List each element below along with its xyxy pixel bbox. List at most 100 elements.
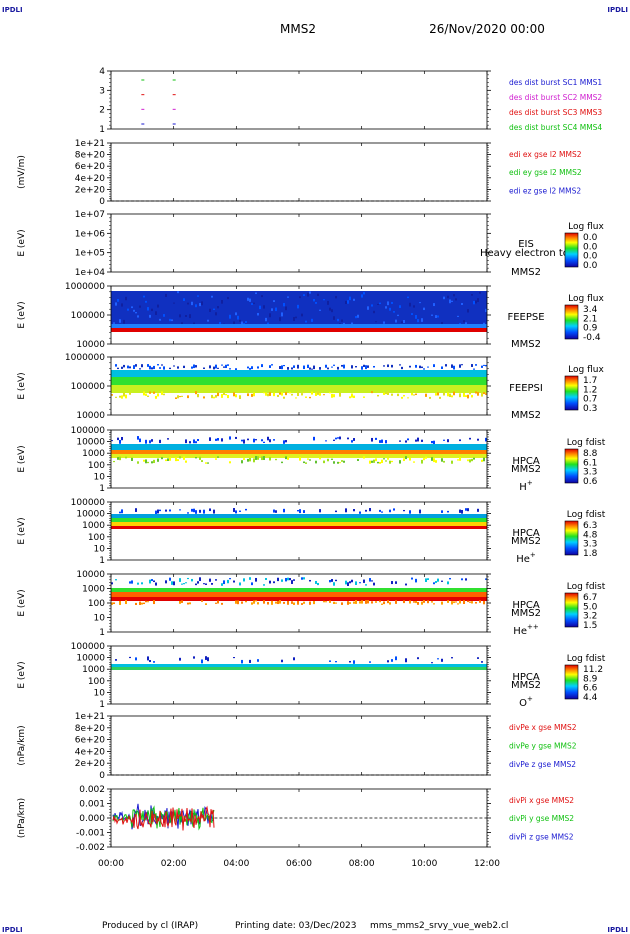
spectrogram-pixel bbox=[435, 581, 437, 583]
spectrogram-pixel bbox=[483, 364, 485, 366]
spectrogram-pixel bbox=[177, 459, 179, 462]
spectrogram-pixel bbox=[459, 364, 461, 368]
y-tick-label: 4e+20 bbox=[75, 174, 106, 184]
colorbar bbox=[564, 232, 579, 268]
spectrogram-pixel bbox=[457, 603, 459, 605]
spectrogram-pixel bbox=[457, 315, 459, 317]
spectrogram-pixel bbox=[265, 365, 267, 370]
spectrogram-pixel bbox=[285, 440, 287, 443]
spectrogram-pixel bbox=[149, 391, 151, 394]
spectrogram-pixel bbox=[201, 659, 203, 664]
y-tick-label: 0 bbox=[99, 197, 105, 207]
y-tick-label: 1 bbox=[99, 700, 105, 710]
colorbar-tick-label: 8.9 bbox=[583, 674, 598, 684]
spectrogram-pixel bbox=[117, 457, 119, 460]
spectrogram-pixel bbox=[147, 461, 149, 464]
colorbar-tick-label: 0.9 bbox=[583, 324, 598, 334]
spectrogram-pixel bbox=[253, 600, 255, 604]
spectrogram-pixel bbox=[351, 365, 353, 369]
y-axis-label: E (eV) bbox=[17, 517, 27, 544]
spectrogram-pixel bbox=[431, 662, 433, 664]
spectrogram-pixel bbox=[115, 364, 117, 367]
spectrogram-pixel bbox=[119, 395, 121, 398]
spectrogram-pixel bbox=[331, 366, 333, 368]
panel-stack: 1 2 3 4 des dist burst SC1 MMS1 des dist burs… bbox=[17, 67, 606, 853]
spectrogram-pixel bbox=[479, 291, 481, 294]
spectrogram-pixel bbox=[241, 439, 243, 442]
spectrogram-band bbox=[111, 518, 487, 522]
spectrogram-pixel bbox=[323, 394, 325, 396]
spectrogram-pixel bbox=[437, 366, 439, 370]
spectrogram-pixel bbox=[125, 394, 127, 399]
spectrogram-pixel bbox=[385, 440, 387, 444]
y-tick-label: 1e+21 bbox=[75, 139, 105, 149]
spectrogram-pixel bbox=[161, 391, 163, 395]
y-tick-label: 0.000 bbox=[79, 814, 105, 824]
spectrogram-pixel bbox=[149, 365, 151, 370]
legend-entry: edi ey gse l2 MMS2 bbox=[509, 168, 582, 177]
spectrogram-pixel bbox=[469, 601, 471, 603]
spectrogram-pixel bbox=[245, 321, 247, 324]
spectrogram-pixel bbox=[451, 364, 453, 368]
spectrogram-pixel bbox=[179, 314, 181, 318]
spectrogram-pixel bbox=[211, 394, 213, 399]
spectrogram-pixel bbox=[209, 508, 211, 512]
spectrogram-pixel bbox=[415, 393, 417, 396]
spectrogram-pixel bbox=[299, 509, 301, 514]
spectrogram-pixel bbox=[243, 366, 245, 370]
spectrogram-pixel bbox=[245, 600, 247, 603]
spectrogram-pixel bbox=[319, 393, 321, 396]
species-label: He+ bbox=[516, 551, 536, 565]
spectrogram-pixel bbox=[151, 461, 153, 464]
spectrogram-pixel bbox=[229, 314, 231, 319]
spectrogram-pixel bbox=[187, 302, 189, 305]
spectrogram-pixel bbox=[443, 439, 445, 441]
spectrogram-pixel bbox=[281, 365, 283, 370]
y-tick-label: 1e+05 bbox=[75, 249, 105, 259]
spectrogram-pixel bbox=[345, 508, 347, 513]
spectrogram-pixel bbox=[391, 460, 393, 463]
spacecraft-title: MMS2 bbox=[280, 22, 316, 36]
spectrogram-pixel bbox=[143, 295, 145, 298]
spectrogram-pixel bbox=[481, 661, 483, 663]
y-tick-label: 100 bbox=[88, 461, 105, 471]
spectrogram-pixel bbox=[331, 458, 333, 460]
spectrogram-pixel bbox=[325, 440, 327, 442]
spectrogram-pixel bbox=[319, 309, 321, 311]
spectrogram-pixel bbox=[375, 601, 377, 603]
spectrogram-pixel bbox=[213, 308, 215, 310]
spectrogram-pixel bbox=[467, 309, 469, 313]
spectrogram-pixel bbox=[171, 581, 173, 585]
spectrogram-pixel bbox=[255, 439, 257, 441]
spectrogram-pixel bbox=[361, 366, 363, 370]
spectrogram-pixel bbox=[215, 579, 217, 581]
spectrogram-pixel bbox=[273, 300, 275, 303]
spectrogram-pixel bbox=[471, 293, 473, 296]
spectrogram-pixel bbox=[475, 300, 477, 304]
spectrogram-pixel bbox=[263, 441, 265, 443]
spectrogram-pixel bbox=[287, 600, 289, 605]
spectrogram-pixel bbox=[335, 295, 337, 299]
spectrogram-pixel bbox=[387, 301, 389, 306]
spectrogram-pixel bbox=[471, 394, 473, 398]
spectrogram-band bbox=[111, 454, 487, 458]
y-tick-label: 10000 bbox=[76, 340, 105, 350]
spectrogram-pixel bbox=[389, 602, 391, 605]
spectrogram-pixel bbox=[213, 396, 215, 399]
legend-entry: divPi z gse MMS2 bbox=[509, 832, 574, 841]
spectrogram-pixel bbox=[195, 457, 197, 459]
spectrogram-pixel bbox=[333, 461, 335, 464]
spectrogram-pixel bbox=[485, 437, 487, 442]
spectrogram-pixel bbox=[393, 508, 395, 511]
y-tick-label: 4e+20 bbox=[75, 747, 106, 757]
spectrogram-pixel bbox=[441, 658, 443, 662]
spectrogram-pixel bbox=[153, 661, 155, 663]
spectrogram-pixel bbox=[461, 364, 463, 366]
spectrogram-pixel bbox=[391, 364, 393, 368]
spectrogram-pixel bbox=[241, 460, 243, 464]
spectrogram-pixel bbox=[403, 509, 405, 512]
spectrogram-pixel bbox=[159, 367, 161, 369]
spectrogram-pixel bbox=[409, 365, 411, 368]
spectrogram-pixel bbox=[337, 437, 339, 439]
